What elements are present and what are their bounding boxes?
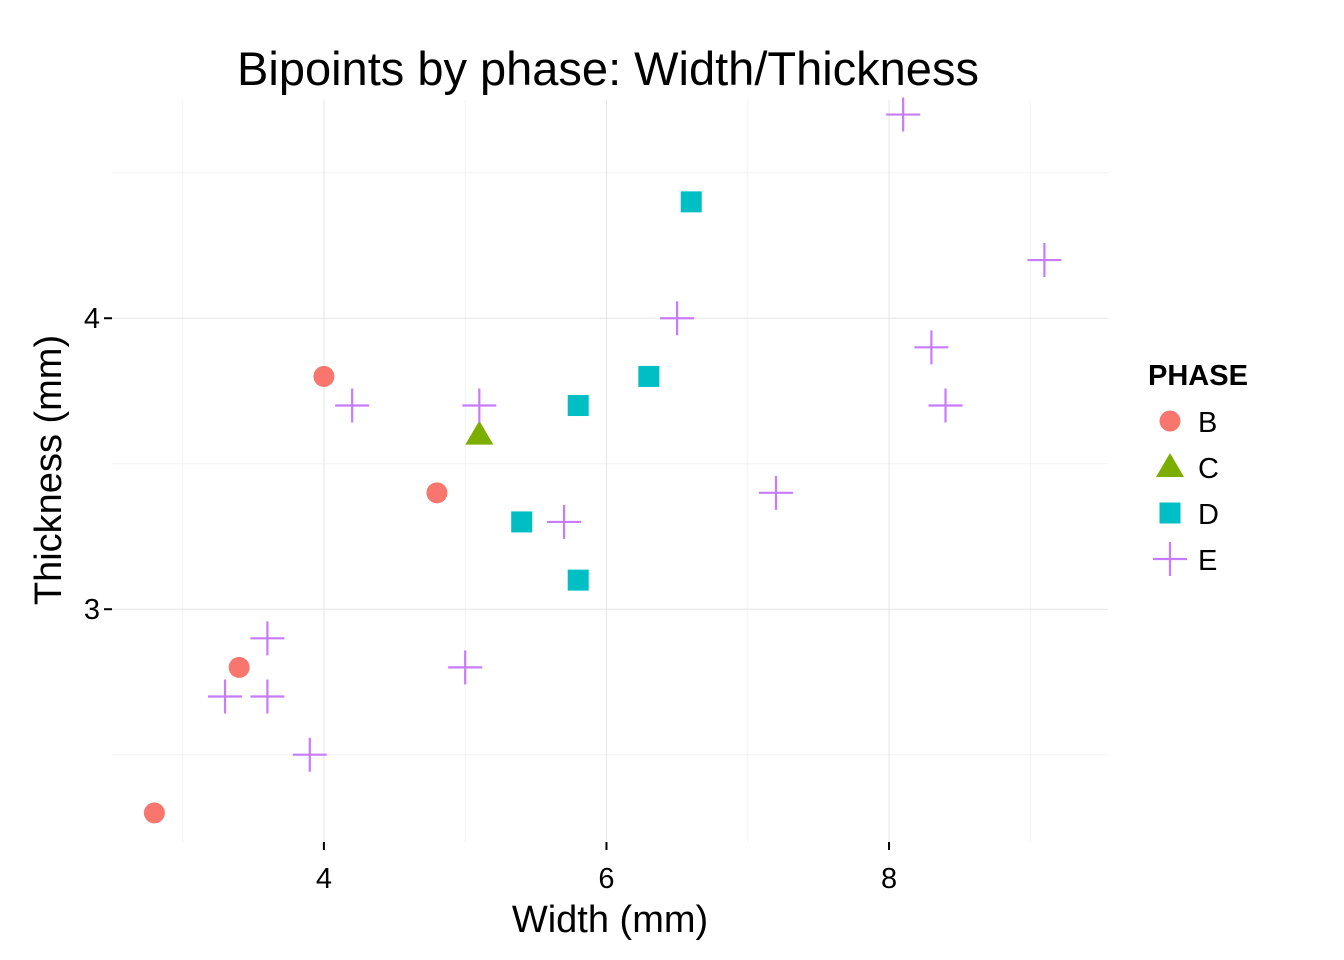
grid <box>112 100 1108 842</box>
legend-key-e <box>1153 542 1187 576</box>
data-points <box>143 97 1062 824</box>
x-tick-label: 8 <box>881 863 897 895</box>
point-e <box>660 301 695 336</box>
point-e <box>292 737 327 772</box>
point-d <box>567 395 589 417</box>
point-d <box>638 365 660 387</box>
y-axis-title: Thickness (mm) <box>28 335 70 605</box>
point-c <box>465 420 494 445</box>
chart-title: Bipoints by phase: Width/Thickness <box>237 42 979 95</box>
point-d <box>680 191 702 213</box>
legend-key-c <box>1156 453 1184 477</box>
y-tick-label: 3 <box>84 594 100 626</box>
point-b <box>313 365 335 387</box>
point-e <box>208 679 243 714</box>
point-e <box>1027 243 1062 278</box>
point-b <box>143 802 165 824</box>
point-e <box>250 679 285 714</box>
x-tick-label: 4 <box>316 863 332 895</box>
point-b <box>426 482 448 504</box>
x-tick-label: 6 <box>598 863 614 895</box>
legend-label-e: E <box>1198 545 1217 577</box>
point-e <box>928 388 963 423</box>
point-e <box>547 504 582 539</box>
point-e <box>462 388 497 423</box>
legend-key-d <box>1159 502 1181 524</box>
legend-label-b: B <box>1198 407 1217 439</box>
x-axis-title: Width (mm) <box>512 899 708 941</box>
legend-key-b <box>1159 410 1181 432</box>
axes: 4 6 8 3 4 <box>84 303 897 895</box>
legend-title: PHASE <box>1148 360 1248 392</box>
point-e <box>886 97 921 132</box>
point-d <box>511 511 533 533</box>
legend-label-d: D <box>1198 499 1219 531</box>
point-e <box>914 330 949 365</box>
legend-label-c: C <box>1198 453 1219 485</box>
point-d <box>567 569 589 591</box>
point-e <box>250 621 285 656</box>
point-e <box>448 650 483 685</box>
y-tick-label: 4 <box>84 303 100 335</box>
point-e <box>759 475 793 510</box>
point-e <box>335 388 370 423</box>
point-b <box>228 656 250 678</box>
